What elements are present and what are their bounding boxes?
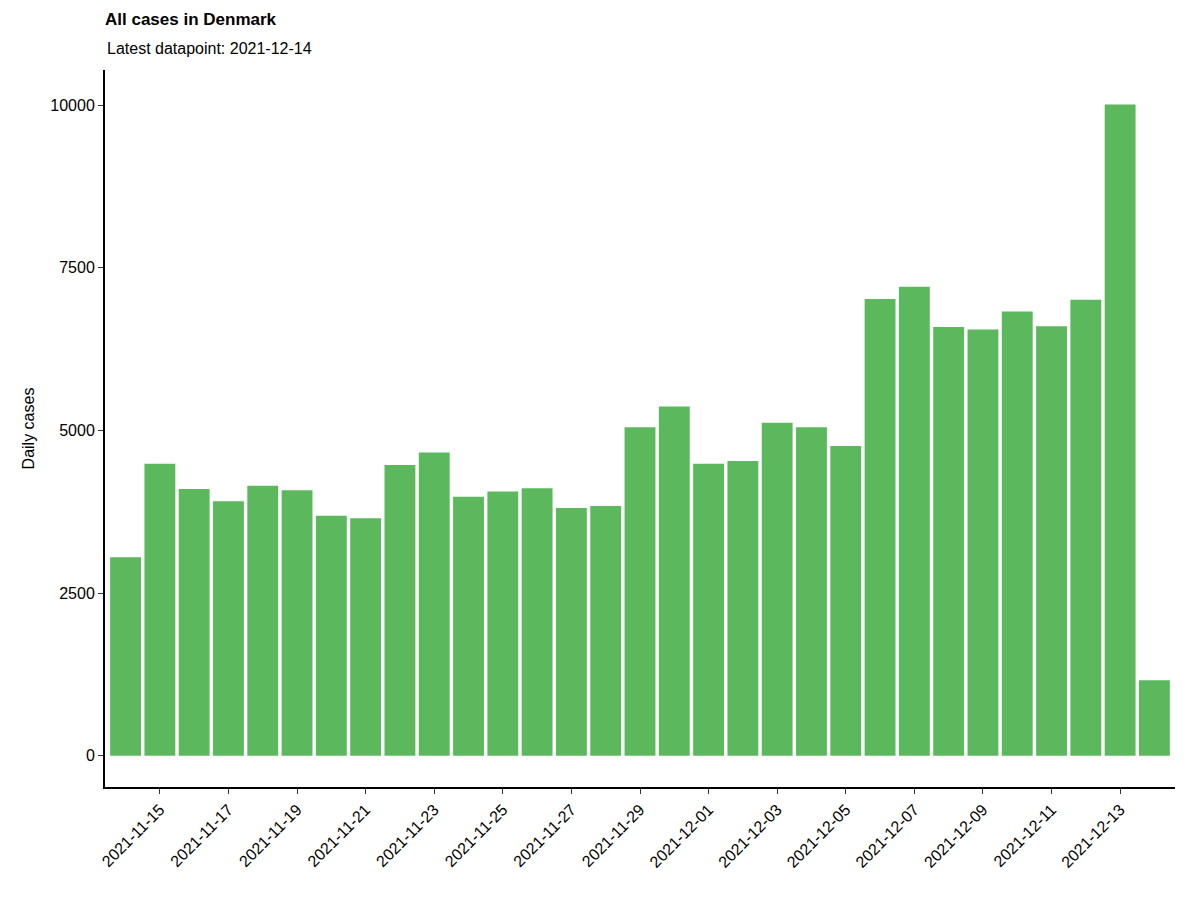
svg-text:2021-11-29: 2021-11-29: [579, 801, 648, 870]
svg-text:0: 0: [86, 747, 95, 764]
svg-text:Daily cases: Daily cases: [20, 388, 37, 470]
svg-text:2021-11-25: 2021-11-25: [442, 801, 511, 870]
svg-text:2021-11-21: 2021-11-21: [304, 801, 373, 870]
svg-text:2021-11-19: 2021-11-19: [236, 801, 305, 870]
svg-text:2021-11-17: 2021-11-17: [167, 801, 236, 870]
svg-text:All cases in Denmark: All cases in Denmark: [105, 10, 277, 29]
svg-text:2021-11-23: 2021-11-23: [373, 801, 442, 870]
svg-text:Latest datapoint: 2021-12-14: Latest datapoint: 2021-12-14: [107, 40, 312, 57]
svg-text:2021-12-05: 2021-12-05: [784, 801, 854, 871]
svg-text:2021-11-15: 2021-11-15: [99, 801, 168, 870]
svg-text:2021-12-11: 2021-12-11: [990, 801, 1059, 870]
svg-text:2021-12-03: 2021-12-03: [715, 801, 785, 871]
svg-text:2021-12-09: 2021-12-09: [921, 801, 991, 871]
svg-text:2021-12-07: 2021-12-07: [852, 801, 922, 871]
svg-text:10000: 10000: [50, 97, 95, 114]
svg-text:5000: 5000: [59, 422, 95, 439]
svg-text:2500: 2500: [59, 585, 95, 602]
svg-text:7500: 7500: [59, 259, 95, 276]
svg-text:2021-11-27: 2021-11-27: [510, 801, 579, 870]
svg-text:2021-12-13: 2021-12-13: [1058, 801, 1128, 871]
svg-text:2021-12-01: 2021-12-01: [646, 801, 716, 871]
